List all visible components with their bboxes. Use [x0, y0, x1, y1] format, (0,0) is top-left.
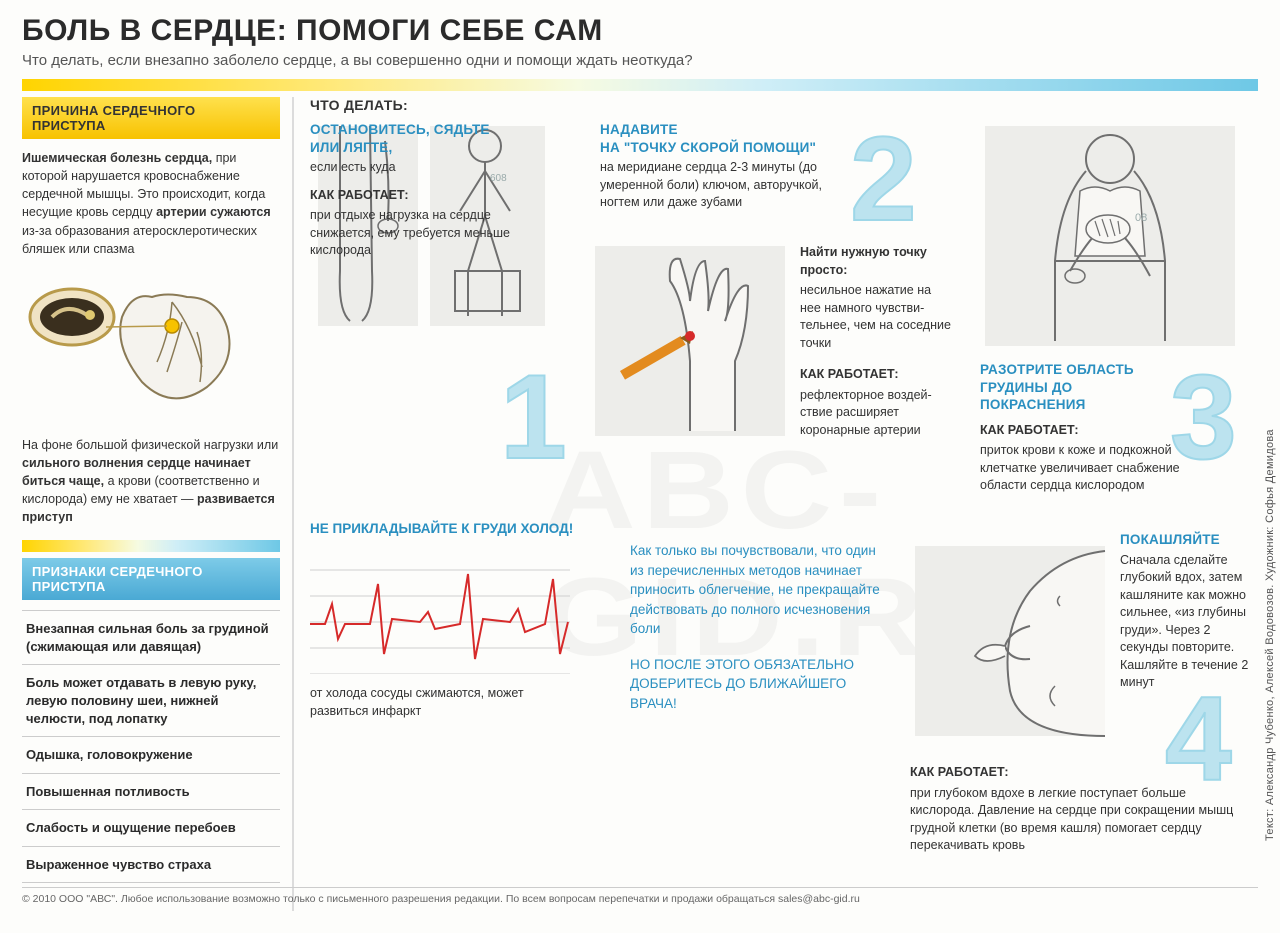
sign-row: Внезапная сильная боль за грудиной (сжим… [22, 610, 280, 664]
right-column: ЧТО ДЕЛАТЬ: ABC-GID.RU [294, 97, 1258, 911]
heart-illustration [22, 272, 262, 422]
step4-illustration [910, 541, 1110, 746]
step4-works: КАК РАБОТАЕТ: при глубоком вдохе в легки… [910, 761, 1250, 855]
page-subtitle: Что делать, если внезапно заболело сердц… [22, 52, 1258, 69]
sign-row: Одышка, головокружение [22, 736, 280, 773]
svg-text:08: 08 [1135, 212, 1147, 224]
cause-header: ПРИЧИНА СЕРДЕЧНОГО ПРИСТУПА [22, 97, 280, 139]
gradient-divider [22, 79, 1258, 91]
left-column: ПРИЧИНА СЕРДЕЧНОГО ПРИСТУПА Ишемическая … [22, 97, 294, 911]
step3-text: РАЗОТРИТЕ ОБЛАСТЬ ГРУДИНЫ ДО ПОКРАСНЕНИЯ… [980, 361, 1180, 495]
ecg-chart [310, 544, 570, 674]
center-note: Как только вы почув­ствовали, что один и… [630, 541, 880, 714]
signs-list: Внезапная сильная боль за грудиной (сжим… [22, 610, 280, 883]
sign-row: Боль может отдавать в левую руку, левую … [22, 664, 280, 736]
page-title: БОЛЬ В СЕРДЦЕ: ПОМОГИ СЕБЕ САМ [22, 14, 1258, 48]
gradient-divider-2 [22, 540, 280, 552]
credit-text: Текст: Александр Чубенко, Алексей Водово… [1264, 100, 1276, 841]
signs-header: ПРИЗНАКИ СЕРДЕЧНОГО ПРИСТУПА [22, 558, 280, 600]
step2-number: 2 [850, 131, 917, 227]
todo-header: ЧТО ДЕЛАТЬ: [310, 97, 1258, 113]
step4-text: ПОКАШЛЯЙТЕ Сначала сделайте глубокий вдо… [1120, 531, 1260, 692]
cause-text-2: На фоне большой физической нагрузки или … [22, 436, 280, 527]
cause-text-1: Ишемическая болезнь сердца, при которой … [22, 149, 280, 258]
step1-number: 1 [500, 369, 567, 465]
step3-number: 3 [1170, 369, 1237, 465]
step2-find: Найти нужную точку просто: несильное наж… [800, 241, 955, 439]
step2-text: НАДАВИТЕНА "ТОЧКУ СКОРОЙ ПОМОЩИ" на мери… [600, 121, 850, 212]
step1-text: ОСТАНОВИТЕСЬ, СЯДЬТЕ ИЛИ ЛЯГТЕ, если ест… [310, 121, 510, 260]
sign-row: Выраженное чувство страха [22, 846, 280, 884]
footer-text: © 2010 ООО "АВС". Любое использование во… [22, 887, 1258, 905]
step2-illustration [590, 241, 790, 446]
sign-row: Слабость и ощущение перебоев [22, 809, 280, 846]
step3-illustration: 08 [980, 121, 1240, 356]
step1-caution: НЕ ПРИКЛАДЫВАЙТЕ К ГРУДИ ХОЛОД! от холод… [310, 521, 580, 720]
sign-row: Повышенная потливость [22, 773, 280, 810]
